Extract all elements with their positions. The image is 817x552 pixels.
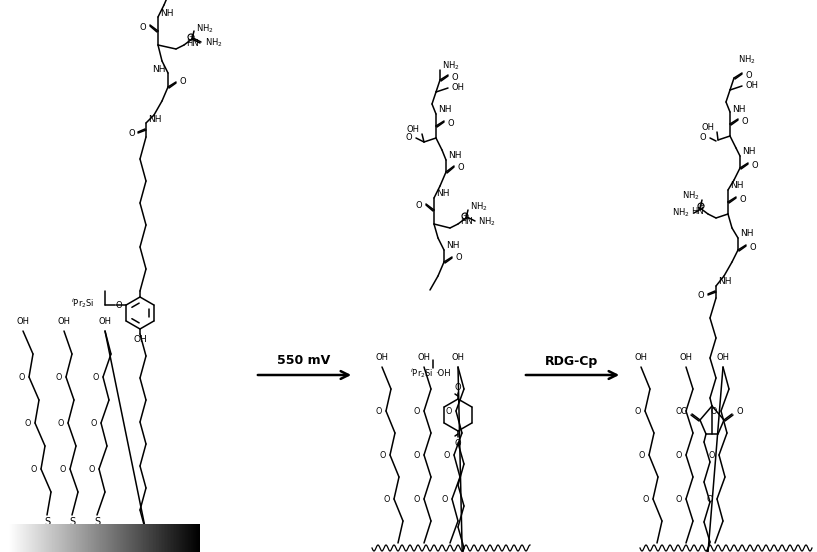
Text: NH: NH <box>448 151 462 161</box>
Text: 550 mV: 550 mV <box>278 354 331 368</box>
Text: O: O <box>676 406 682 416</box>
Text: ·OH: ·OH <box>435 369 451 378</box>
Text: O: O <box>740 194 747 204</box>
Text: O: O <box>681 407 687 417</box>
Text: NH: NH <box>742 147 756 157</box>
Text: O: O <box>58 418 65 427</box>
Text: O: O <box>60 464 66 474</box>
Text: NH: NH <box>718 278 731 286</box>
Text: O: O <box>635 406 641 416</box>
Text: OH: OH <box>417 353 431 362</box>
Text: O: O <box>414 450 420 459</box>
Text: O: O <box>676 495 682 503</box>
Text: O: O <box>446 406 452 416</box>
Text: OH: OH <box>746 81 759 89</box>
Text: O: O <box>89 464 96 474</box>
Text: NH: NH <box>148 114 162 124</box>
Text: O: O <box>180 77 186 87</box>
Text: RDG-Cp: RDG-Cp <box>546 354 599 368</box>
Text: O: O <box>140 23 146 31</box>
Text: $^i$Pr$_2$Si: $^i$Pr$_2$Si <box>71 296 94 310</box>
Text: O: O <box>414 406 420 416</box>
Text: NH$_2$: NH$_2$ <box>672 207 690 219</box>
Text: NH: NH <box>160 9 173 19</box>
Text: NH: NH <box>740 230 753 238</box>
Text: HN: HN <box>460 217 473 226</box>
Text: O: O <box>380 450 386 459</box>
Text: O: O <box>376 406 382 416</box>
Text: O: O <box>750 242 757 252</box>
Text: O: O <box>91 418 97 427</box>
Text: O: O <box>707 495 713 503</box>
Text: OH: OH <box>680 353 693 362</box>
Text: NH$_2$: NH$_2$ <box>470 201 488 213</box>
Text: OH: OH <box>635 353 648 362</box>
Text: S: S <box>94 517 100 527</box>
Text: +: + <box>462 213 468 219</box>
Text: NH$_2$: NH$_2$ <box>205 37 222 49</box>
Text: O: O <box>452 72 458 82</box>
Text: OH: OH <box>16 317 29 326</box>
Text: O: O <box>456 253 462 263</box>
Text: OH: OH <box>57 317 70 326</box>
Text: O: O <box>444 450 450 459</box>
Text: O: O <box>56 373 62 381</box>
Text: O: O <box>737 407 743 417</box>
Text: O: O <box>711 406 717 416</box>
Text: NH: NH <box>436 189 449 199</box>
Text: NH: NH <box>732 104 745 114</box>
Text: O: O <box>415 201 422 210</box>
Text: O: O <box>116 300 123 310</box>
Text: S: S <box>69 517 75 527</box>
Text: NH$_2$: NH$_2$ <box>442 60 459 72</box>
Text: O: O <box>19 373 25 381</box>
Text: O: O <box>746 71 752 79</box>
Text: O: O <box>455 438 462 448</box>
Text: NH$_2$: NH$_2$ <box>738 54 756 66</box>
Text: O: O <box>458 163 465 172</box>
Text: OH: OH <box>702 124 715 132</box>
Text: NH$_2$: NH$_2$ <box>478 216 496 228</box>
Text: OH: OH <box>717 353 730 362</box>
Text: O: O <box>93 373 99 381</box>
Text: O: O <box>698 290 704 300</box>
Text: +: + <box>188 34 194 40</box>
Text: O: O <box>25 418 31 427</box>
Text: O: O <box>405 134 412 142</box>
Text: HN: HN <box>691 208 704 216</box>
Text: OH: OH <box>99 317 111 326</box>
Text: HN: HN <box>186 39 199 47</box>
Text: O: O <box>455 383 462 391</box>
Text: Gold Surface: Gold Surface <box>64 534 144 544</box>
Text: NH$_2$: NH$_2$ <box>196 23 213 35</box>
Text: OH: OH <box>376 353 389 362</box>
Text: NH: NH <box>438 105 452 114</box>
Text: O: O <box>31 464 38 474</box>
Text: O: O <box>448 119 454 128</box>
Text: O: O <box>709 450 715 459</box>
Text: +: + <box>698 203 704 209</box>
Text: NH$_2$: NH$_2$ <box>682 190 700 202</box>
Text: O: O <box>699 134 706 142</box>
Text: OH: OH <box>452 83 465 93</box>
Text: NH: NH <box>730 182 743 190</box>
Text: O: O <box>752 161 759 169</box>
Text: O: O <box>742 116 748 125</box>
Text: O: O <box>442 495 449 503</box>
Text: NH: NH <box>446 242 459 251</box>
Text: OH: OH <box>407 125 420 135</box>
Text: O: O <box>414 495 420 503</box>
Text: O: O <box>384 495 391 503</box>
Text: OH: OH <box>452 353 465 362</box>
Text: $^i$Pr$_2$Si: $^i$Pr$_2$Si <box>409 366 433 380</box>
Text: OH: OH <box>133 336 147 344</box>
Text: S: S <box>44 517 50 527</box>
Text: NH: NH <box>153 65 166 73</box>
Text: O: O <box>128 129 135 137</box>
Text: O: O <box>676 450 682 459</box>
Text: O: O <box>639 450 645 459</box>
Text: O: O <box>643 495 650 503</box>
